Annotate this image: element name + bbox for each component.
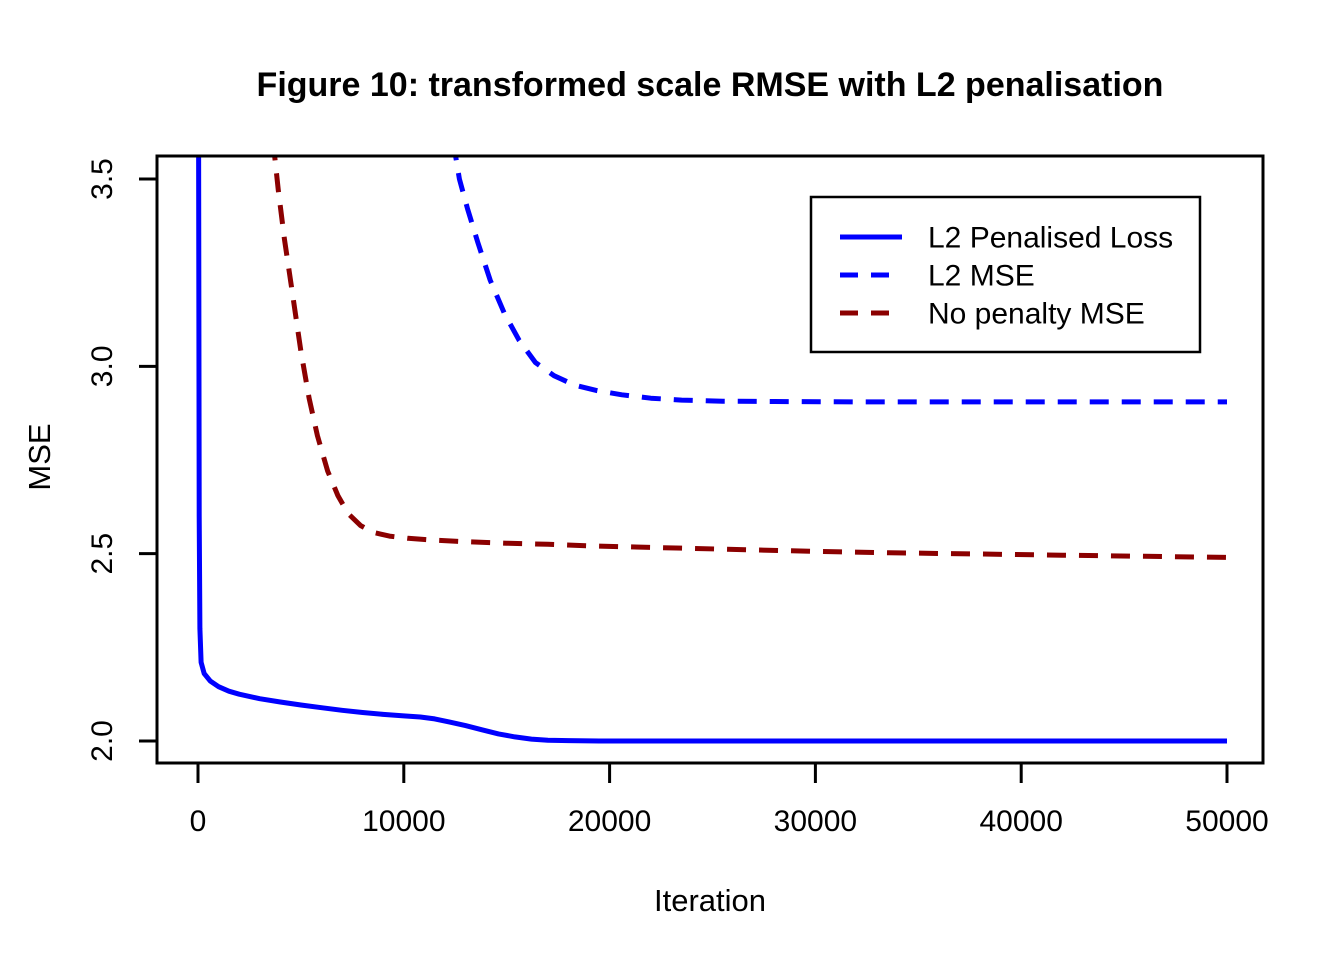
- legend: L2 Penalised Loss L2 MSE No penalty MSE: [809, 195, 1202, 354]
- series-line-0: [196, 156, 1227, 744]
- y-tick-label: 2.5: [86, 533, 119, 575]
- plot-border-box: [155, 154, 1265, 765]
- y-axis: 2.0 2.5 3.0 3.5: [86, 158, 157, 762]
- series-line-2: [272, 156, 1228, 560]
- legend-label-2: No penalty MSE: [928, 298, 1145, 331]
- y-axis-label: MSE: [22, 423, 57, 490]
- x-tick-label: 50000: [1185, 805, 1268, 838]
- chart-title: Figure 10: transformed scale RMSE with L…: [257, 66, 1164, 104]
- legend-label-0: L2 Penalised Loss: [928, 222, 1173, 255]
- y-tick-label: 2.0: [86, 720, 119, 762]
- x-axis-label: Iteration: [654, 883, 766, 918]
- series-line-1: [453, 156, 1227, 405]
- chart-curves-layer: [196, 156, 1228, 744]
- x-tick-label: 0: [190, 805, 207, 838]
- y-tick-label: 3.0: [86, 345, 119, 387]
- y-tick-label: 3.5: [86, 158, 119, 200]
- legend-label-1: L2 MSE: [928, 260, 1035, 293]
- x-tick-label: 20000: [568, 805, 651, 838]
- x-tick-label: 10000: [362, 805, 445, 838]
- x-axis: 0 10000 20000 30000 40000 50000: [190, 763, 1269, 838]
- x-tick-label: 40000: [979, 805, 1062, 838]
- x-tick-label: 30000: [774, 805, 857, 838]
